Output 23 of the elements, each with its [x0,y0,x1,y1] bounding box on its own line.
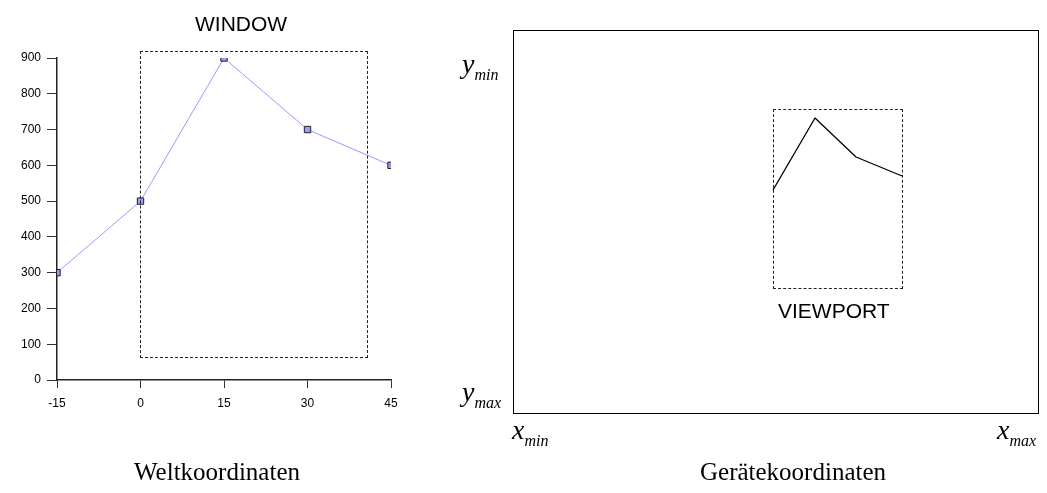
text: x$_{max}$ [997,414,1037,450]
text: Gerätekoordinaten [700,458,887,486]
text: WINDOW [195,12,288,36]
y-tick-label: 700 [20,121,42,136]
point [136,197,145,205]
text: VIEWPORT [778,299,890,323]
text: x$_{min}$ [512,414,549,450]
point [303,125,312,134]
x-tick-label: 45 [384,395,398,410]
y-tick-label: 200 [20,300,42,315]
y-tick-label: 100 [20,336,42,351]
y-tick-label: 400 [20,229,42,244]
y-tick-label: 300 [20,264,42,279]
y-tick-label: 800 [20,86,42,101]
x-tick-label: -15 [48,395,66,410]
x-tick-label: 30 [300,395,315,410]
y-tick-label: 500 [20,193,42,208]
x-axis-title: Weltkoordinaten [134,458,300,486]
y-tick-label: 600 [20,157,42,172]
y-tick-label: 900 [20,50,42,65]
y-tick-label: 0 [34,372,42,387]
x-tick-label: 15 [217,395,231,410]
x-tick-label: 0 [137,395,145,410]
